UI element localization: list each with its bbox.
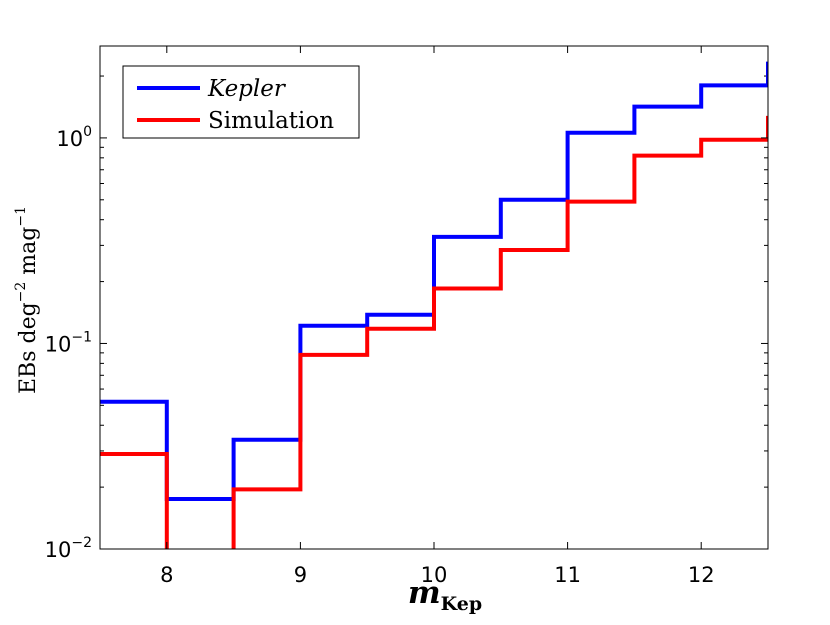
series-layer <box>100 61 768 549</box>
y-axis-label-exp1: −2 <box>13 282 29 303</box>
legend-label-kepler: Kepler <box>207 76 287 102</box>
y-axis-label-mid: mag <box>16 227 41 282</box>
y-axis-ticks <box>100 137 768 550</box>
minor-ticks <box>100 75 768 488</box>
x-axis-label: mKep <box>408 575 482 615</box>
x-tick-label: 9 <box>294 563 307 587</box>
x-axis-ticks <box>166 46 702 549</box>
y-tick-label-exponent: −1 <box>71 330 92 346</box>
y-tick-label: 100 <box>56 124 92 151</box>
y-tick-label-exponent: −2 <box>71 535 92 551</box>
x-tick-label: 12 <box>688 563 715 587</box>
y-tick-label-exponent: 0 <box>83 124 92 140</box>
x-tick-label: 8 <box>160 563 173 587</box>
legend-label-simulation: Simulation <box>208 108 334 134</box>
y-tick-label: 10−2 <box>45 535 92 562</box>
y-axis-label-exp2: −1 <box>13 206 29 227</box>
y-axis-label: EBs deg−2 mag−1 <box>13 206 41 394</box>
y-tick-label-base: 10 <box>45 333 72 357</box>
x-axis-label-subscript: Kep <box>441 593 482 615</box>
y-tick-label-base: 10 <box>56 127 83 151</box>
legend-box <box>122 65 360 139</box>
x-tick-label: 11 <box>554 563 581 587</box>
legend: Kepler Simulation <box>122 65 360 139</box>
x-tick-label: 10 <box>421 563 448 587</box>
y-tick-label: 10−1 <box>45 330 92 357</box>
y-tick-label-base: 10 <box>45 538 72 562</box>
y-axis-label-base: EBs deg <box>16 302 41 394</box>
series-line-kepler <box>100 61 768 501</box>
series-line-simulation <box>100 115 768 549</box>
x-axis-label-main: m <box>408 575 441 611</box>
